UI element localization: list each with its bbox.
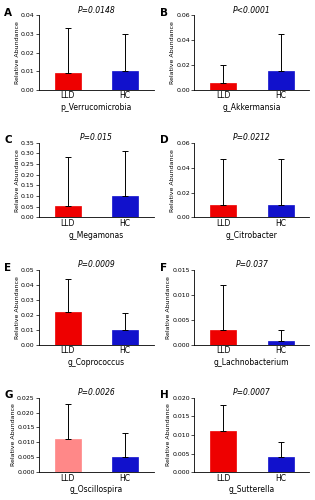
X-axis label: g_Citrobacter: g_Citrobacter xyxy=(226,230,278,239)
Bar xyxy=(268,458,294,472)
Bar xyxy=(55,73,81,90)
Bar xyxy=(210,431,236,472)
Bar xyxy=(112,72,138,90)
Text: E: E xyxy=(4,262,11,272)
Text: D: D xyxy=(160,136,168,145)
Bar xyxy=(112,458,138,472)
Y-axis label: Relative Abundance: Relative Abundance xyxy=(14,21,20,84)
Bar xyxy=(112,330,138,345)
Y-axis label: Relative Abundance: Relative Abundance xyxy=(166,404,171,466)
X-axis label: g_Oscillospira: g_Oscillospira xyxy=(70,486,123,494)
Bar xyxy=(268,341,294,345)
Text: C: C xyxy=(4,136,12,145)
Text: F: F xyxy=(160,262,167,272)
Title: P<0.0001: P<0.0001 xyxy=(233,6,271,15)
Bar xyxy=(210,330,236,345)
Y-axis label: Relative Abundance: Relative Abundance xyxy=(14,276,20,339)
X-axis label: p_Verrucomicrobia: p_Verrucomicrobia xyxy=(61,103,132,112)
Title: P=0.015: P=0.015 xyxy=(80,133,113,142)
Text: B: B xyxy=(160,8,168,18)
Y-axis label: Relative Abundance: Relative Abundance xyxy=(166,276,171,339)
Bar xyxy=(55,440,81,472)
Text: G: G xyxy=(4,390,13,400)
Title: P=0.0148: P=0.0148 xyxy=(77,6,115,15)
X-axis label: g_Akkermansia: g_Akkermansia xyxy=(223,103,281,112)
X-axis label: g_Lachnobacterium: g_Lachnobacterium xyxy=(214,358,289,367)
Y-axis label: Relative Abundance: Relative Abundance xyxy=(170,148,175,212)
Text: H: H xyxy=(160,390,169,400)
Title: P=0.0026: P=0.0026 xyxy=(77,388,115,397)
Bar xyxy=(55,206,81,218)
Y-axis label: Relative Abundance: Relative Abundance xyxy=(170,21,175,84)
Y-axis label: Relative Abundance: Relative Abundance xyxy=(14,148,20,212)
Bar xyxy=(268,205,294,218)
X-axis label: g_Coprococcus: g_Coprococcus xyxy=(68,358,125,367)
Y-axis label: Relative Abundance: Relative Abundance xyxy=(11,404,16,466)
Title: P=0.0212: P=0.0212 xyxy=(233,133,271,142)
Title: P=0.0007: P=0.0007 xyxy=(233,388,271,397)
Bar xyxy=(210,205,236,218)
Bar xyxy=(55,312,81,345)
X-axis label: g_Sutterella: g_Sutterella xyxy=(229,486,275,494)
Title: P=0.037: P=0.037 xyxy=(235,260,268,270)
X-axis label: g_Megamonas: g_Megamonas xyxy=(69,230,124,239)
Bar xyxy=(210,82,236,90)
Text: A: A xyxy=(4,8,12,18)
Bar xyxy=(112,196,138,218)
Bar xyxy=(268,72,294,90)
Title: P=0.0009: P=0.0009 xyxy=(77,260,115,270)
